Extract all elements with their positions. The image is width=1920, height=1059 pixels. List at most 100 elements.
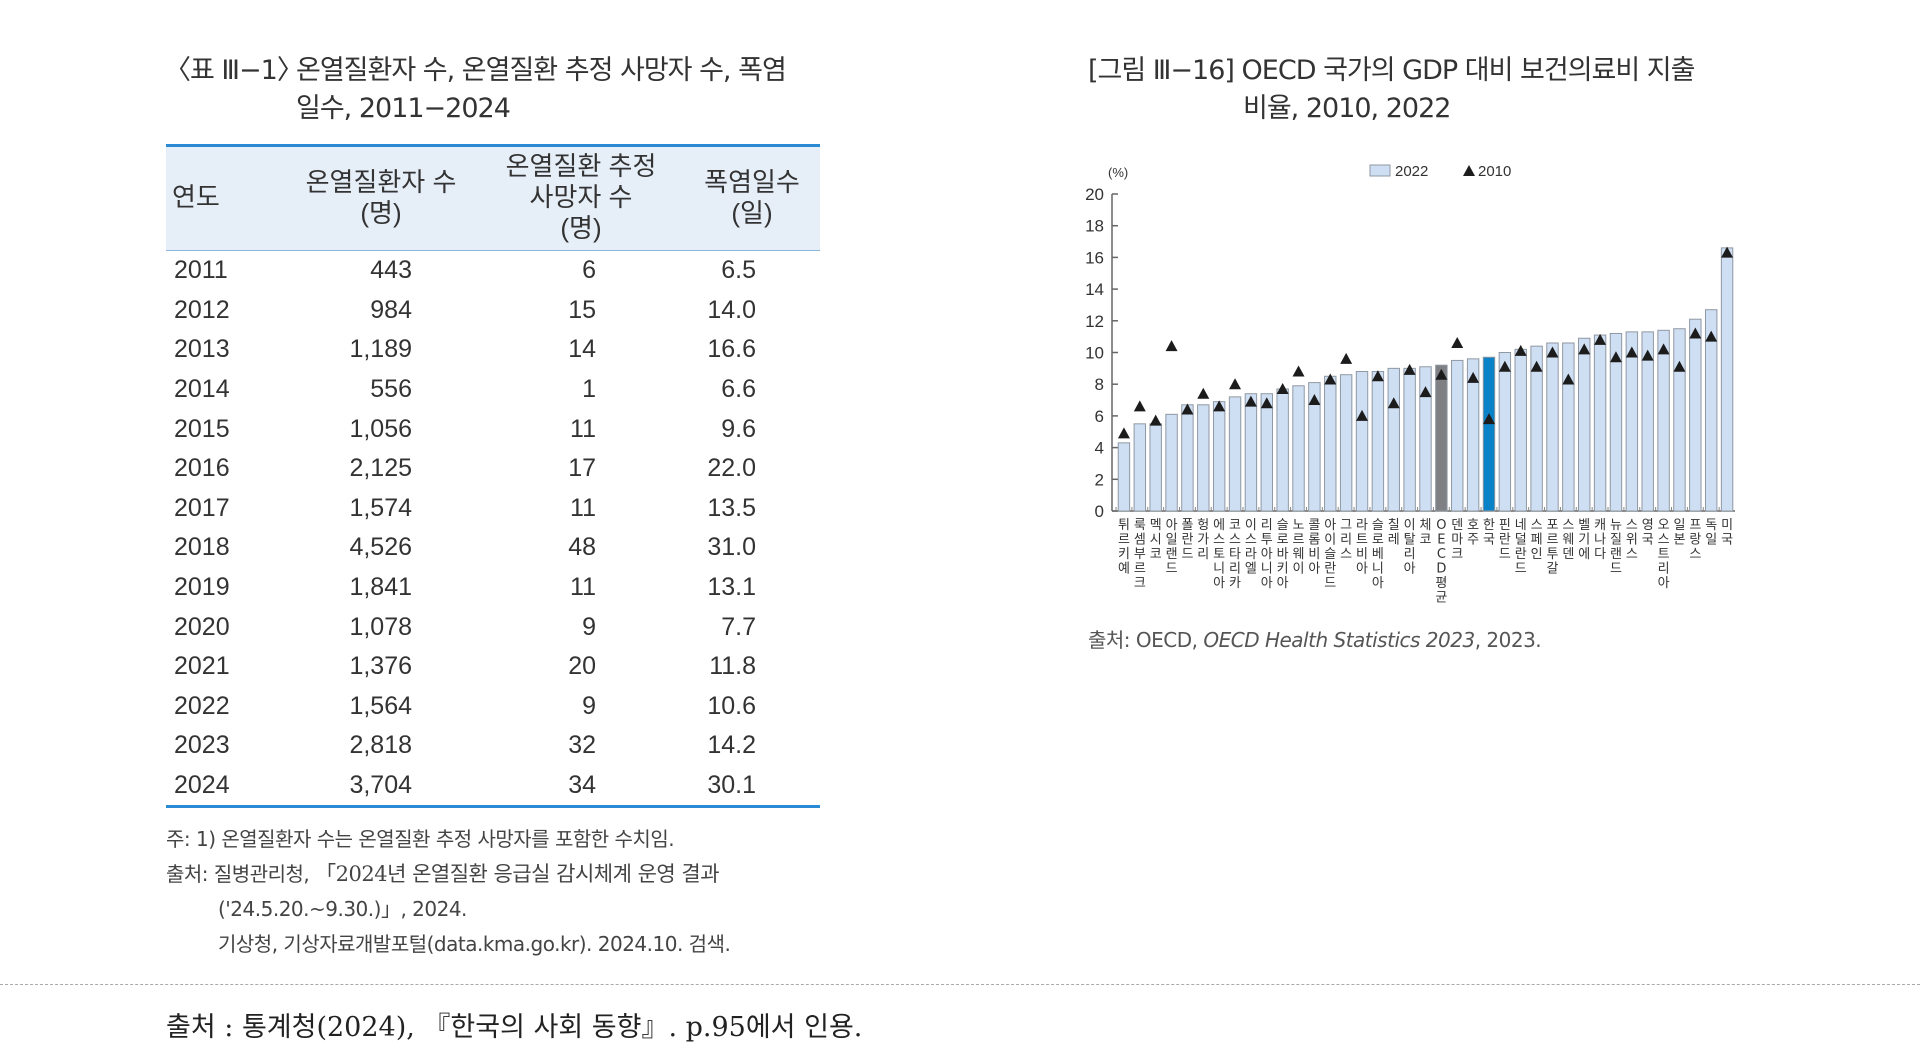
year-cell: 2012: [174, 295, 230, 324]
table-row: 2021 1,376 20 11.8: [166, 647, 820, 687]
patients-cell: 2,818: [349, 731, 412, 760]
deaths-cell: 34: [568, 771, 596, 800]
bar-2022: [1260, 393, 1273, 512]
marker-2010: [1181, 403, 1194, 415]
bar-2022: [1466, 358, 1480, 512]
patients-cell: 3,704: [349, 771, 412, 800]
legend-label-2010: 2010: [1478, 163, 1511, 180]
patients-cell: 1,056: [349, 414, 412, 443]
y-tick-label: 12: [1085, 312, 1104, 331]
legend-label-2022: 2022: [1395, 163, 1428, 180]
heat-illness-table: 연도 온열질환자 수 (명) 온열질환 추정 사망자 수 (명) 폭염일수 (일) 2011 4…: [166, 144, 820, 808]
marker-2010: [1371, 370, 1384, 382]
column-header: 폭염일수 (일): [684, 146, 820, 251]
figure-title-line1: OECD 국가의 GDP 대비 보건의료비 지출: [1241, 55, 1696, 86]
bar-2022: [1133, 423, 1147, 512]
marker-2010: [1625, 346, 1638, 358]
figure-source: 출처: OECD, OECD Health Statistics 2023, 2…: [1088, 628, 1542, 652]
marker-2010: [1260, 397, 1273, 409]
column-header: 온열질환자 수 (명): [284, 146, 478, 251]
table-title-line1: 온열질환자 수, 온열질환 추정 사망자 수, 폭염: [296, 55, 787, 86]
bar-2022: [1276, 388, 1289, 512]
year-cell: 2013: [174, 335, 230, 364]
deaths-cell: 1: [582, 375, 596, 404]
deaths-cell: 48: [568, 533, 596, 562]
patients-cell: 556: [370, 375, 412, 404]
y-tick-label: 0: [1095, 502, 1104, 521]
marker-2010: [1117, 427, 1130, 439]
table-row: 2012 984 15 14.0: [166, 291, 820, 331]
deaths-cell: 11: [570, 493, 596, 522]
table-row: 2018 4,526 48 31.0: [166, 528, 820, 568]
year-cell: 2016: [174, 454, 230, 483]
marker-2010: [1435, 368, 1448, 380]
deaths-cell: 11: [570, 573, 596, 602]
deaths-cell: 6: [582, 256, 596, 285]
deaths-cell: 20: [568, 652, 596, 681]
patients-cell: 1,376: [349, 652, 412, 681]
marker-2010: [1562, 373, 1575, 385]
deaths-cell: 15: [568, 295, 596, 324]
table-row: 2020 1,078 9 7.7: [166, 607, 820, 647]
bar-2022: [1530, 345, 1543, 512]
patients-cell: 443: [370, 256, 412, 285]
marker-2010: [1149, 414, 1162, 426]
marker-2010: [1340, 352, 1353, 364]
bar-2022: [1704, 309, 1718, 512]
table-row: 2017 1,574 11 13.5: [166, 489, 820, 529]
bar-2022: [1197, 404, 1210, 512]
marker-2010: [1482, 413, 1495, 425]
bar-2022: [1324, 375, 1337, 512]
y-tick-label: 16: [1085, 248, 1104, 267]
table-row: 2024 3,704 34 30.1: [166, 766, 820, 807]
column-header-line: (명): [360, 197, 402, 228]
deaths-cell: 17: [568, 454, 596, 483]
bar-2022: [1339, 374, 1353, 512]
table-title-line2: 일수, 2011−2024: [296, 93, 511, 124]
marker-2010: [1467, 371, 1480, 383]
figure-number: [그림 Ⅲ−16]: [1088, 55, 1235, 86]
deaths-cell: 11: [570, 414, 596, 443]
table-row: 2016 2,125 17 22.0: [166, 449, 820, 489]
bar-2022: [1720, 247, 1734, 512]
year-cell: 2022: [174, 691, 230, 720]
y-axis-unit-label: (%): [1108, 165, 1128, 180]
marker-2010: [1229, 378, 1242, 390]
heatwave-days-cell: 22.0: [707, 454, 756, 483]
bar-2022: [1149, 423, 1162, 512]
heatwave-days-cell: 6.5: [721, 256, 756, 285]
year-cell: 2024: [174, 771, 230, 800]
bar-2022: [1212, 401, 1226, 512]
y-tick-label: 10: [1085, 344, 1104, 363]
patients-cell: 984: [370, 295, 412, 324]
dashed-divider: [0, 984, 1920, 985]
bar-2022: [1244, 393, 1258, 512]
patients-cell: 1,841: [349, 573, 412, 602]
bar-2022: [1593, 334, 1607, 512]
health-expenditure-chart: (%) 2022 2010 0 2 4 6 8 10 12 14 16 18 20 튀 르 키 예 룩 셈 부 르 크 멕 시 코…: [1085, 163, 1735, 606]
bar-2022: [1387, 367, 1400, 512]
heatwave-days-cell: 31.0: [707, 533, 756, 562]
y-tick-label: 4: [1095, 439, 1104, 458]
column-header-line: (명): [560, 213, 602, 243]
